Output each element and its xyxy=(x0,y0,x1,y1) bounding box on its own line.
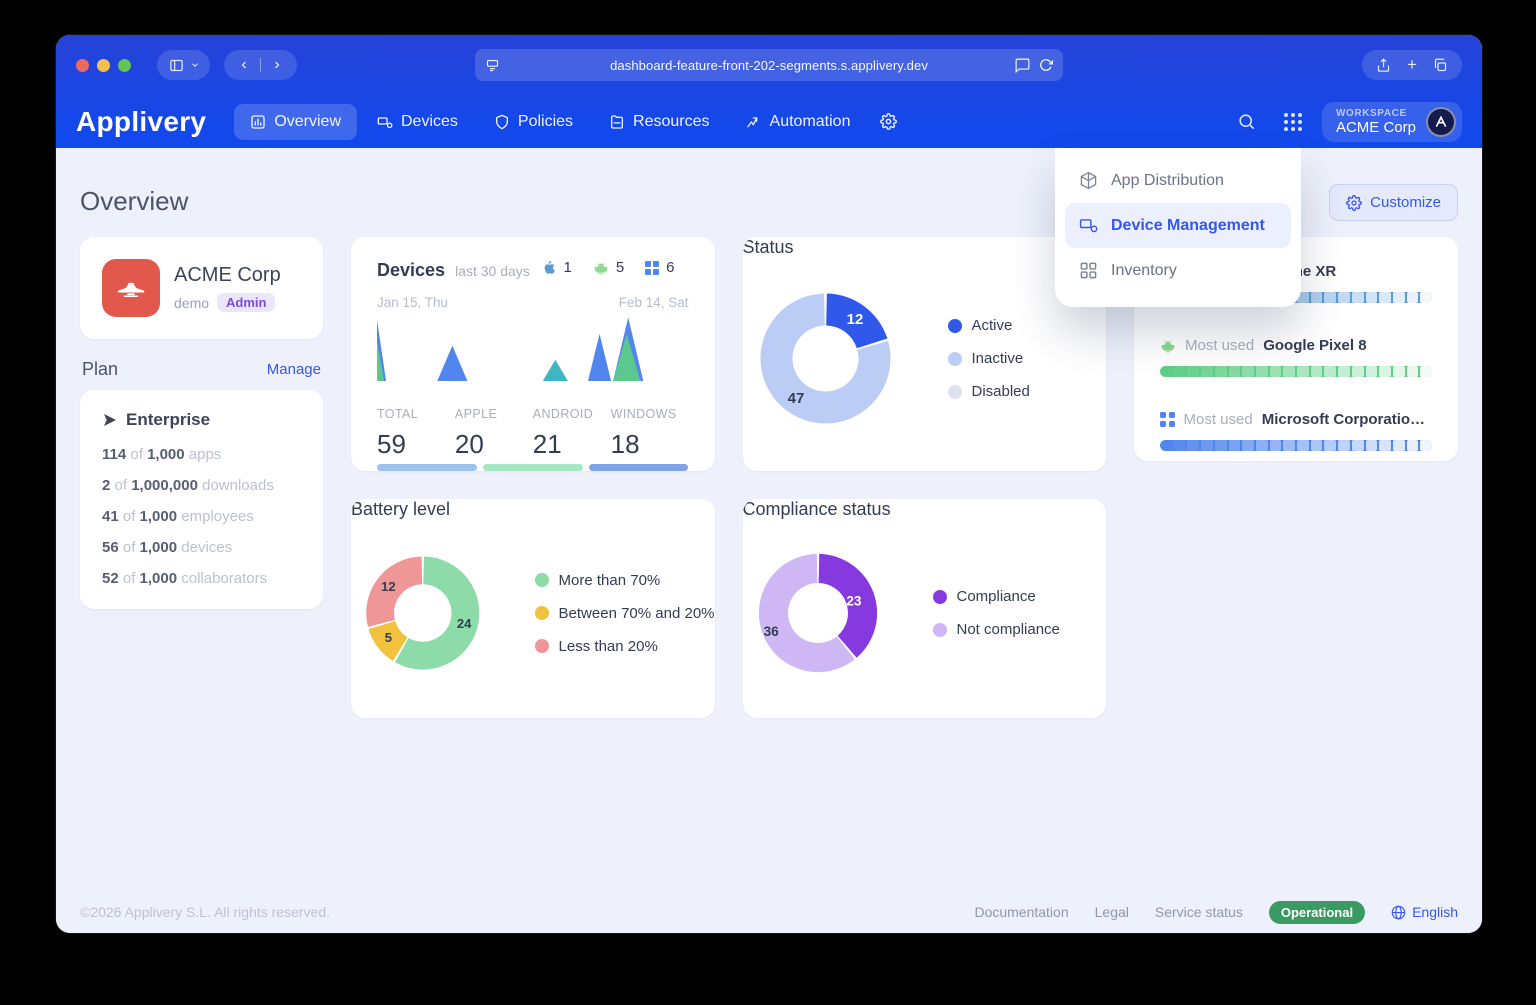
svg-text:24: 24 xyxy=(457,616,472,631)
svg-text:12: 12 xyxy=(381,579,396,594)
svg-text:5: 5 xyxy=(385,630,392,645)
svg-text:47: 47 xyxy=(787,390,804,407)
svg-text:36: 36 xyxy=(763,624,779,639)
svg-text:12: 12 xyxy=(846,311,863,328)
svg-text:23: 23 xyxy=(846,593,862,608)
